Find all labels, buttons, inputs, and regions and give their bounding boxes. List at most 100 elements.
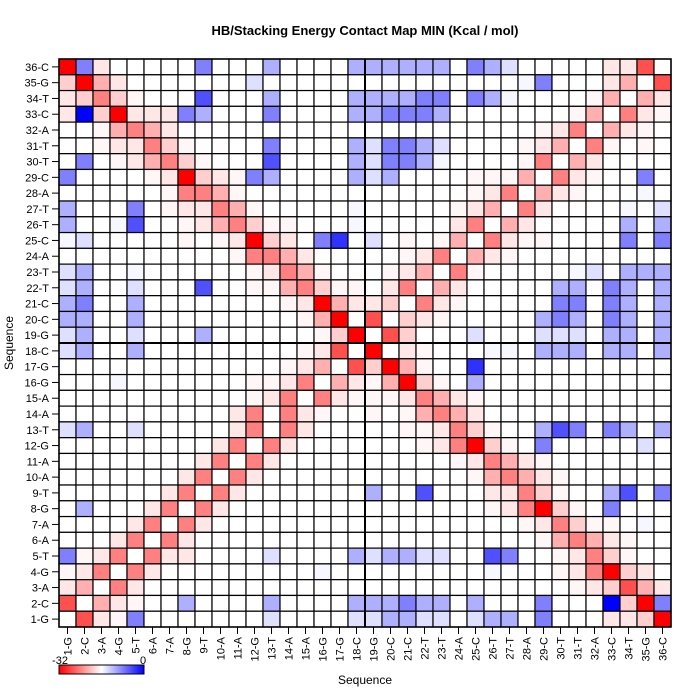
heatmap-cell — [653, 58, 672, 76]
heatmap-cell — [500, 594, 519, 612]
heatmap-cell — [500, 168, 519, 186]
heatmap-cell — [194, 74, 213, 92]
heatmap-cell — [619, 231, 638, 249]
heatmap-cell — [279, 74, 298, 92]
heatmap-cell — [483, 121, 502, 139]
heatmap-cell — [330, 468, 349, 486]
heatmap-cell — [58, 500, 77, 518]
heatmap-cell — [449, 137, 468, 155]
heatmap-cell — [381, 168, 400, 186]
y-tick-label: 21-C — [25, 299, 49, 311]
heatmap-cell — [194, 310, 213, 328]
heatmap-cell — [126, 168, 145, 186]
heatmap-cell — [449, 200, 468, 218]
heatmap-cell — [330, 405, 349, 423]
heatmap-cell — [160, 58, 179, 76]
heatmap-cell — [211, 295, 230, 313]
heatmap-cell — [568, 105, 587, 123]
heatmap-cell — [483, 594, 502, 612]
heatmap-cell — [636, 326, 655, 344]
heatmap-cell — [466, 531, 485, 549]
heatmap-cell — [381, 484, 400, 502]
heatmap-cell — [619, 184, 638, 202]
heatmap-cell — [160, 74, 179, 92]
heatmap-cell — [602, 594, 621, 612]
heatmap-cell — [160, 515, 179, 533]
heatmap-cell — [466, 579, 485, 597]
heatmap-cell — [517, 89, 536, 107]
heatmap-cell — [500, 579, 519, 597]
heatmap-cell — [177, 137, 196, 155]
heatmap-cell — [602, 231, 621, 249]
heatmap-cell — [432, 594, 451, 612]
heatmap-cell — [109, 200, 128, 218]
heatmap-cell — [551, 121, 570, 139]
heatmap-cell — [653, 468, 672, 486]
heatmap-cell — [245, 326, 264, 344]
heatmap-cell — [602, 310, 621, 328]
heatmap-cell — [177, 342, 196, 360]
heatmap-cell — [109, 342, 128, 360]
heatmap-cell — [517, 452, 536, 470]
heatmap-cell — [58, 342, 77, 360]
x-tick-label: 22-T — [420, 637, 432, 660]
heatmap-cell — [245, 153, 264, 171]
heatmap-cell — [449, 484, 468, 502]
heatmap-cell — [585, 515, 604, 533]
heatmap-cell — [143, 326, 162, 344]
heatmap-cell — [75, 358, 94, 376]
heatmap-cell — [568, 610, 587, 628]
heatmap-cell — [160, 89, 179, 107]
heatmap-cell — [449, 563, 468, 581]
heatmap-cell — [177, 452, 196, 470]
heatmap-cell — [551, 373, 570, 391]
heatmap-cell — [653, 579, 672, 597]
heatmap-cell — [279, 121, 298, 139]
heatmap-cell — [194, 263, 213, 281]
heatmap-cell — [619, 263, 638, 281]
heatmap-cell — [109, 121, 128, 139]
heatmap-cell — [313, 594, 332, 612]
heatmap-cell — [313, 247, 332, 265]
heatmap-cell — [466, 279, 485, 297]
x-tick-label: 1-G — [63, 637, 75, 655]
heatmap-cell — [58, 579, 77, 597]
heatmap-cell — [245, 342, 264, 360]
heatmap-cell — [228, 452, 247, 470]
heatmap-cell — [143, 231, 162, 249]
heatmap-cell — [211, 610, 230, 628]
heatmap-cell — [313, 105, 332, 123]
heatmap-cell — [466, 373, 485, 391]
heatmap-cell — [398, 452, 417, 470]
heatmap-cell — [534, 326, 553, 344]
heatmap-cell — [279, 105, 298, 123]
heatmap-cell — [449, 500, 468, 518]
heatmap-cell — [534, 137, 553, 155]
heatmap-cell — [245, 547, 264, 565]
heatmap-cell — [58, 358, 77, 376]
heatmap-cell — [194, 531, 213, 549]
heatmap-cell — [92, 153, 111, 171]
heatmap-cell — [483, 58, 502, 76]
heatmap-cell — [160, 153, 179, 171]
heatmap-cell — [330, 89, 349, 107]
heatmap-cell — [449, 153, 468, 171]
heatmap-cell — [75, 121, 94, 139]
heatmap-cell — [75, 247, 94, 265]
heatmap-cell — [381, 342, 400, 360]
heatmap-cell — [619, 279, 638, 297]
heatmap-cell — [245, 610, 264, 628]
heatmap-cell — [296, 610, 315, 628]
heatmap-cell — [551, 295, 570, 313]
heatmap-cell — [466, 200, 485, 218]
heatmap-cell — [653, 452, 672, 470]
heatmap-cell — [126, 468, 145, 486]
heatmap-cell — [211, 484, 230, 502]
heatmap-cell — [466, 168, 485, 186]
heatmap-cell — [92, 610, 111, 628]
heatmap-cell — [126, 184, 145, 202]
x-tick-label: 17-G — [335, 637, 347, 661]
heatmap-cell — [653, 515, 672, 533]
heatmap-cell — [483, 610, 502, 628]
heatmap-cell — [432, 515, 451, 533]
